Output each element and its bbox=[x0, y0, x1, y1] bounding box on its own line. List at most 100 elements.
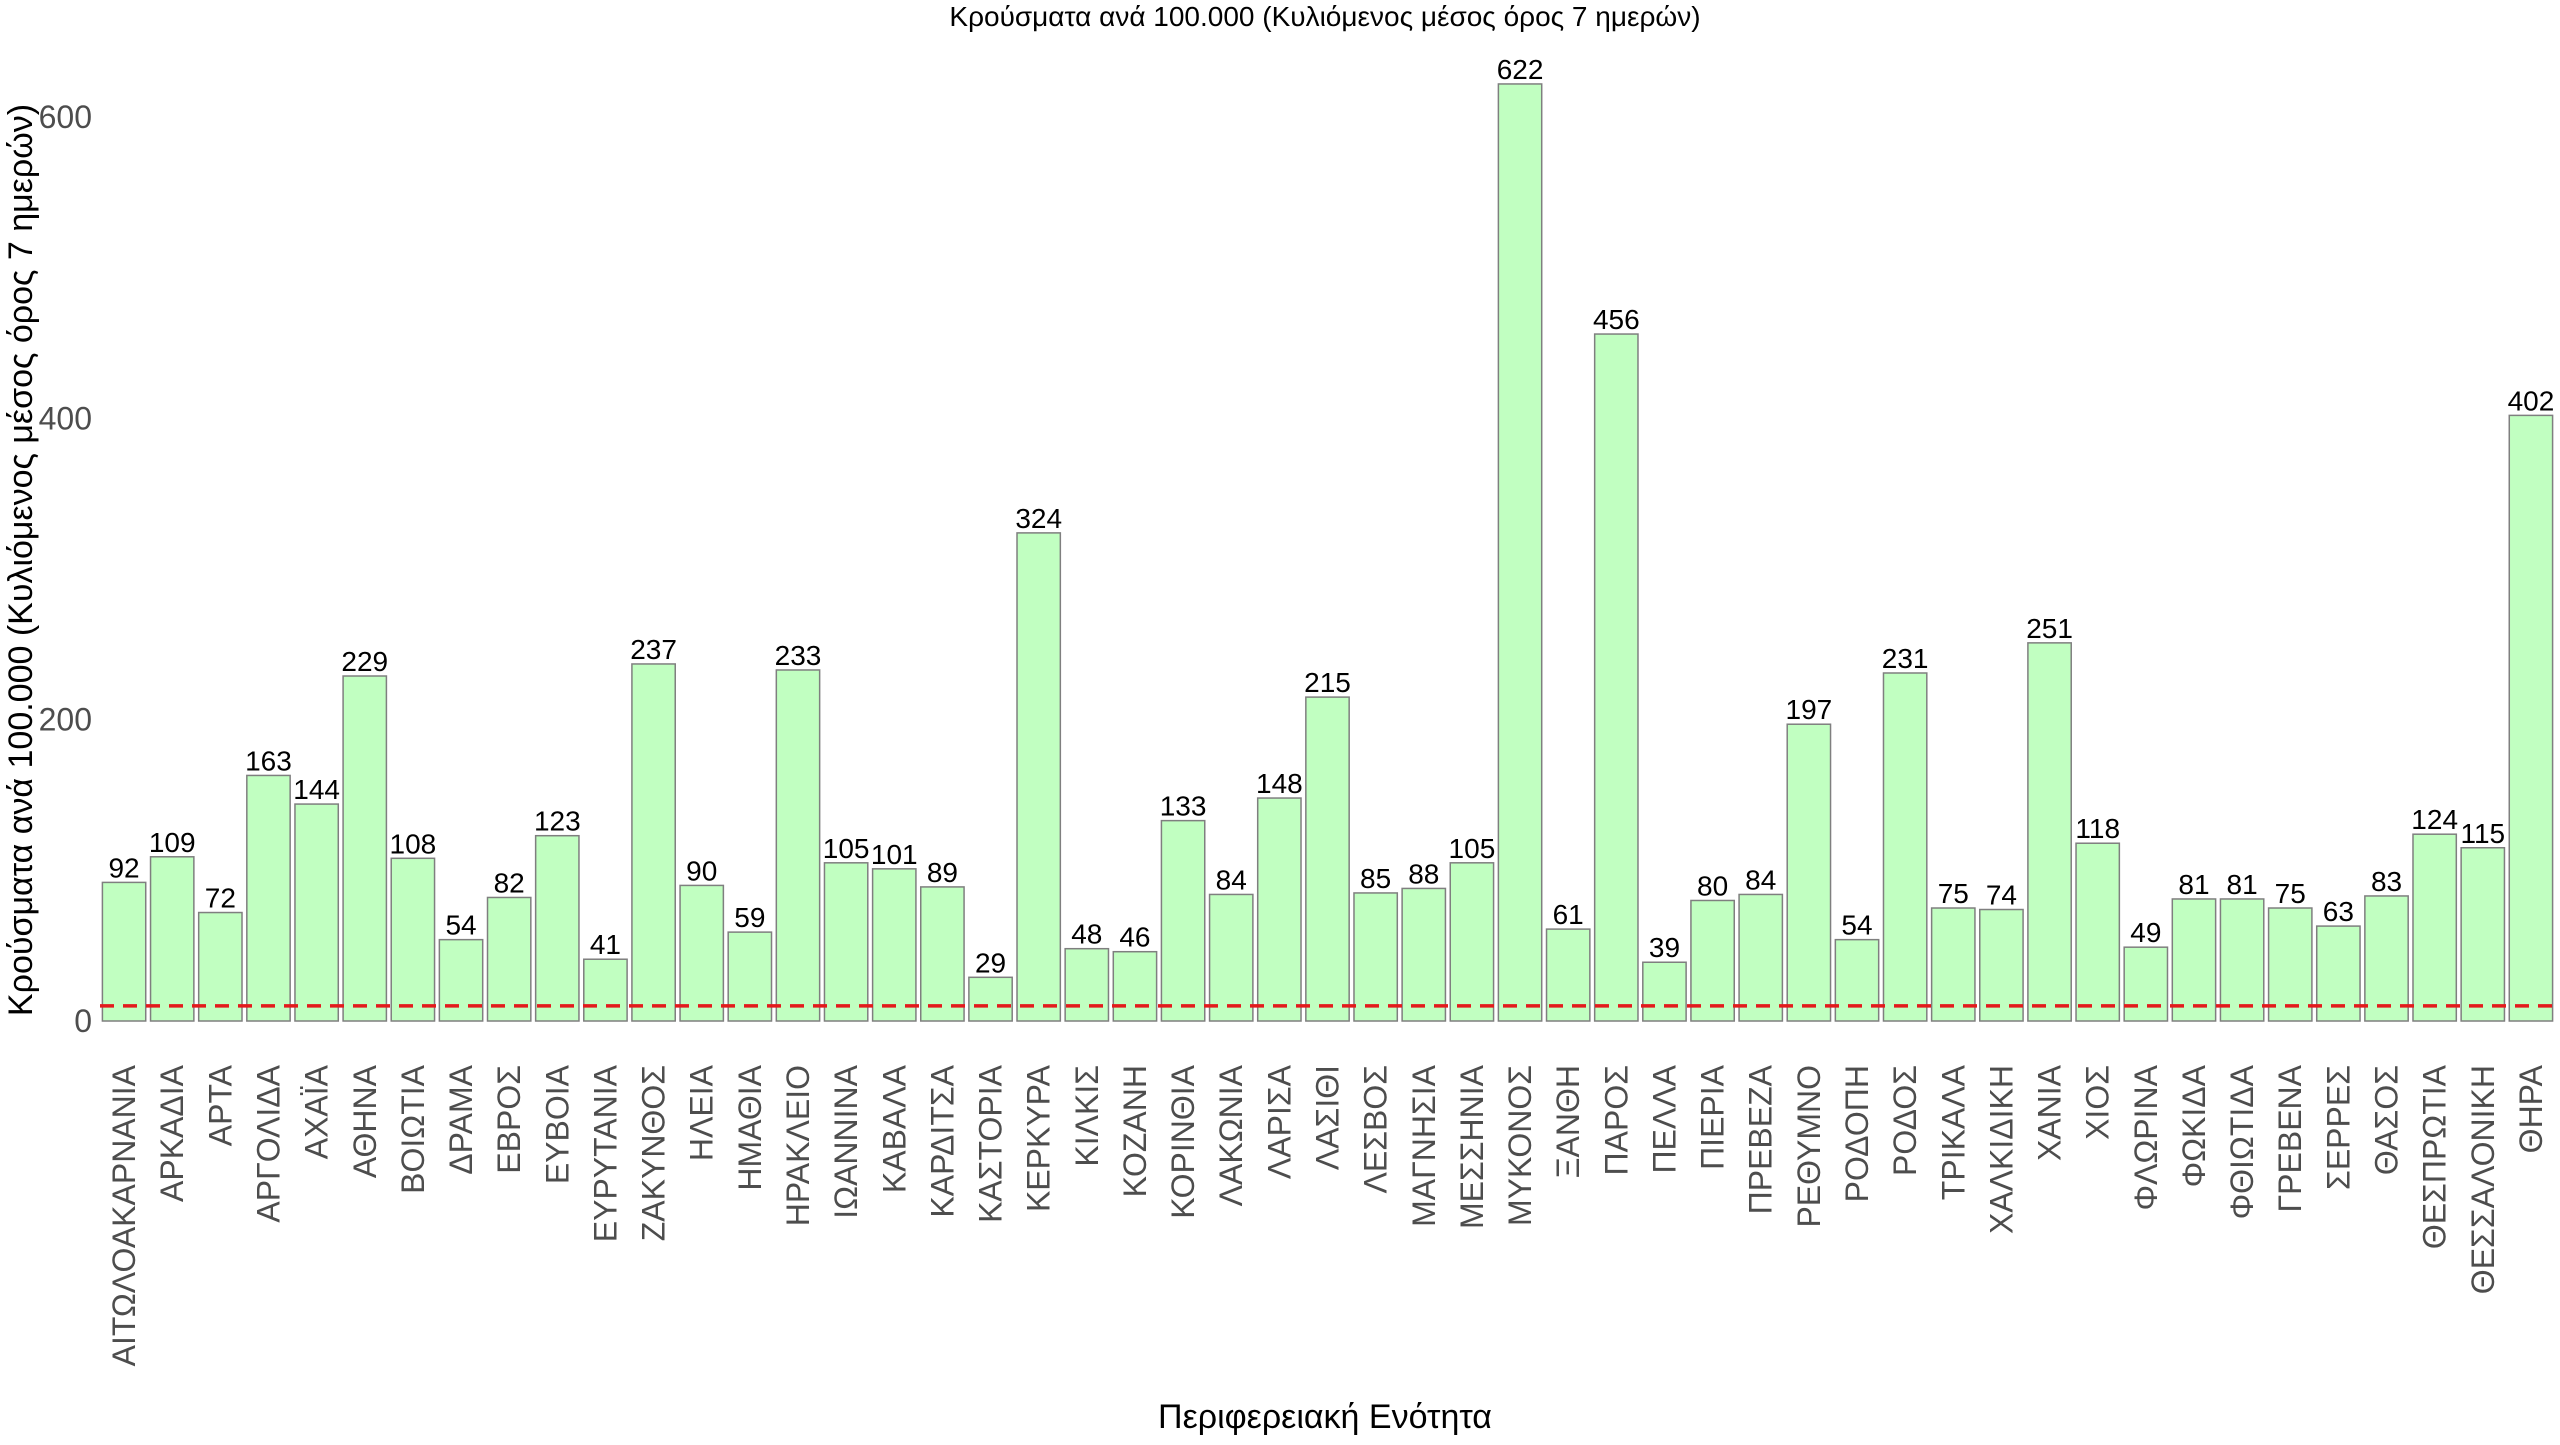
bar bbox=[1160, 819, 1206, 1022]
x-tick-label: ΕΥΡΥΤΑΝΙΑ bbox=[587, 1064, 623, 1242]
x-tick-label: ΛΕΣΒΟΣ bbox=[1358, 1065, 1394, 1194]
bar-value-label: 251 bbox=[2026, 613, 2073, 644]
bar bbox=[2412, 833, 2458, 1022]
x-tick-label: ΜΥΚΟΝΟΣ bbox=[1502, 1065, 1538, 1226]
bar bbox=[823, 862, 869, 1022]
bar-value-label: 108 bbox=[390, 828, 437, 859]
bar-value-label: 402 bbox=[2508, 385, 2555, 416]
bar bbox=[775, 669, 821, 1022]
bar bbox=[1208, 893, 1254, 1022]
bar-value-label: 39 bbox=[1649, 932, 1680, 963]
bar bbox=[679, 884, 725, 1022]
x-tick-label: ΛΑΚΩΝΙΑ bbox=[1213, 1064, 1249, 1206]
bar-value-label: 84 bbox=[1745, 864, 1776, 895]
x-tick-label: ΠΕΛΛΑ bbox=[1646, 1064, 1682, 1173]
bar bbox=[2267, 907, 2313, 1022]
bar-value-label: 54 bbox=[445, 910, 476, 941]
x-axis-title: Περιφερειακή Ενότητα bbox=[1158, 1398, 1492, 1436]
bar bbox=[1256, 797, 1302, 1022]
bar bbox=[534, 834, 580, 1022]
bar-value-label: 81 bbox=[2178, 869, 2209, 900]
bar bbox=[583, 958, 628, 1022]
x-tick-label: ΦΛΩΡΙΝΑ bbox=[2128, 1064, 2164, 1210]
x-tick-label: ΞΑΝΘΗ bbox=[1550, 1065, 1586, 1178]
bar bbox=[2171, 898, 2217, 1022]
bar-value-label: 29 bbox=[975, 947, 1006, 978]
bar bbox=[2460, 847, 2506, 1022]
x-tick-label: ΕΒΡΟΣ bbox=[491, 1065, 527, 1174]
bar-value-label: 324 bbox=[1015, 503, 1062, 534]
bar bbox=[919, 886, 965, 1022]
bar bbox=[1738, 893, 1784, 1022]
x-tick-label: ΑΡΚΑΔΙΑ bbox=[154, 1064, 190, 1202]
x-tick-label: ΑΙΤΩΛΟΑΚΑΡΝΑΝΙΑ bbox=[106, 1064, 142, 1366]
bar bbox=[486, 896, 532, 1022]
bar-value-label: 231 bbox=[1882, 643, 1929, 674]
bar-value-label: 80 bbox=[1697, 870, 1728, 901]
bar bbox=[1642, 961, 1687, 1022]
bar bbox=[1690, 899, 1736, 1022]
bar-value-label: 197 bbox=[1786, 694, 1833, 725]
x-tick-label: ΦΘΙΩΤΙΔΑ bbox=[2224, 1064, 2260, 1219]
bar bbox=[1882, 672, 1928, 1022]
bar bbox=[2123, 946, 2169, 1022]
bar-value-label: 81 bbox=[2227, 869, 2258, 900]
bar-value-label: 229 bbox=[341, 646, 388, 677]
x-tick-label: ΕΥΒΟΙΑ bbox=[539, 1064, 575, 1184]
x-tick-label: ΓΡΕΒΕΝΑ bbox=[2272, 1064, 2308, 1212]
y-tick-label: 400 bbox=[39, 400, 92, 436]
bar bbox=[1401, 887, 1447, 1022]
bar-value-label: 123 bbox=[534, 806, 581, 837]
x-tick-label: ΡΟΔΟΠΗ bbox=[1839, 1065, 1875, 1202]
y-tick-label: 600 bbox=[39, 99, 92, 135]
x-tick-label: ΛΑΡΙΣΑ bbox=[1261, 1064, 1297, 1179]
bar bbox=[1834, 938, 1880, 1022]
x-tick-label: ΗΜΑΘΙΑ bbox=[732, 1064, 768, 1190]
bar bbox=[2075, 842, 2121, 1022]
bar bbox=[1016, 532, 1062, 1022]
bar-value-label: 74 bbox=[1986, 880, 2017, 911]
bar bbox=[2219, 898, 2265, 1022]
bar bbox=[1786, 723, 1832, 1022]
x-tick-label: ΘΑΣΟΣ bbox=[2369, 1065, 2405, 1175]
bar-value-label: 105 bbox=[1449, 833, 1496, 864]
x-tick-label: ΔΡΑΜΑ bbox=[443, 1064, 479, 1174]
x-tick-label: ΑΡΤΑ bbox=[202, 1064, 238, 1146]
bar-value-label: 49 bbox=[2130, 917, 2161, 948]
bar-value-label: 46 bbox=[1119, 922, 1150, 953]
x-tick-label: ΘΗΡΑ bbox=[2513, 1064, 2549, 1153]
x-tick-label: ΑΡΓΟΛΙΔΑ bbox=[250, 1064, 286, 1222]
x-tick-label: ΑΘΗΝΑ bbox=[347, 1064, 383, 1178]
bar bbox=[438, 938, 484, 1022]
bar bbox=[246, 774, 291, 1022]
bar-value-label: 89 bbox=[927, 857, 958, 888]
bar bbox=[1593, 333, 1639, 1022]
x-tick-label: ΗΡΑΚΛΕΙΟ bbox=[780, 1065, 816, 1226]
x-tick-label: ΚΟΖΑΝΗ bbox=[1117, 1065, 1153, 1197]
x-tick-label: ΚΟΡΙΝΘΙΑ bbox=[1165, 1064, 1201, 1218]
x-tick-label: ΧΙΟΣ bbox=[2080, 1065, 2116, 1140]
bar-value-label: 118 bbox=[2075, 813, 2120, 844]
bar-value-label: 92 bbox=[108, 852, 139, 883]
x-tick-label: ΑΧΑΪΑ bbox=[299, 1064, 335, 1159]
x-tick-label: ΚΑΡΔΙΤΣΑ bbox=[924, 1064, 960, 1217]
bar bbox=[1064, 947, 1110, 1022]
bar-value-label: 59 bbox=[734, 902, 765, 933]
bar-value-label: 109 bbox=[149, 827, 196, 858]
x-tick-label: ΙΩΑΝΝΙΝΑ bbox=[828, 1064, 864, 1218]
bar bbox=[1979, 908, 2024, 1022]
bar-value-label: 41 bbox=[590, 929, 621, 960]
bar bbox=[2364, 895, 2409, 1022]
bar-value-label: 148 bbox=[1256, 768, 1303, 799]
bar bbox=[390, 857, 436, 1022]
x-tick-label: ΜΕΣΣΗΝΙΑ bbox=[1454, 1064, 1490, 1229]
bar bbox=[1449, 862, 1495, 1022]
bar bbox=[2508, 414, 2554, 1022]
bar-value-label: 163 bbox=[245, 745, 292, 776]
bar-value-label: 215 bbox=[1304, 667, 1351, 698]
bar-value-label: 88 bbox=[1408, 858, 1439, 889]
bar bbox=[1497, 83, 1543, 1022]
bar-value-label: 133 bbox=[1160, 791, 1207, 822]
